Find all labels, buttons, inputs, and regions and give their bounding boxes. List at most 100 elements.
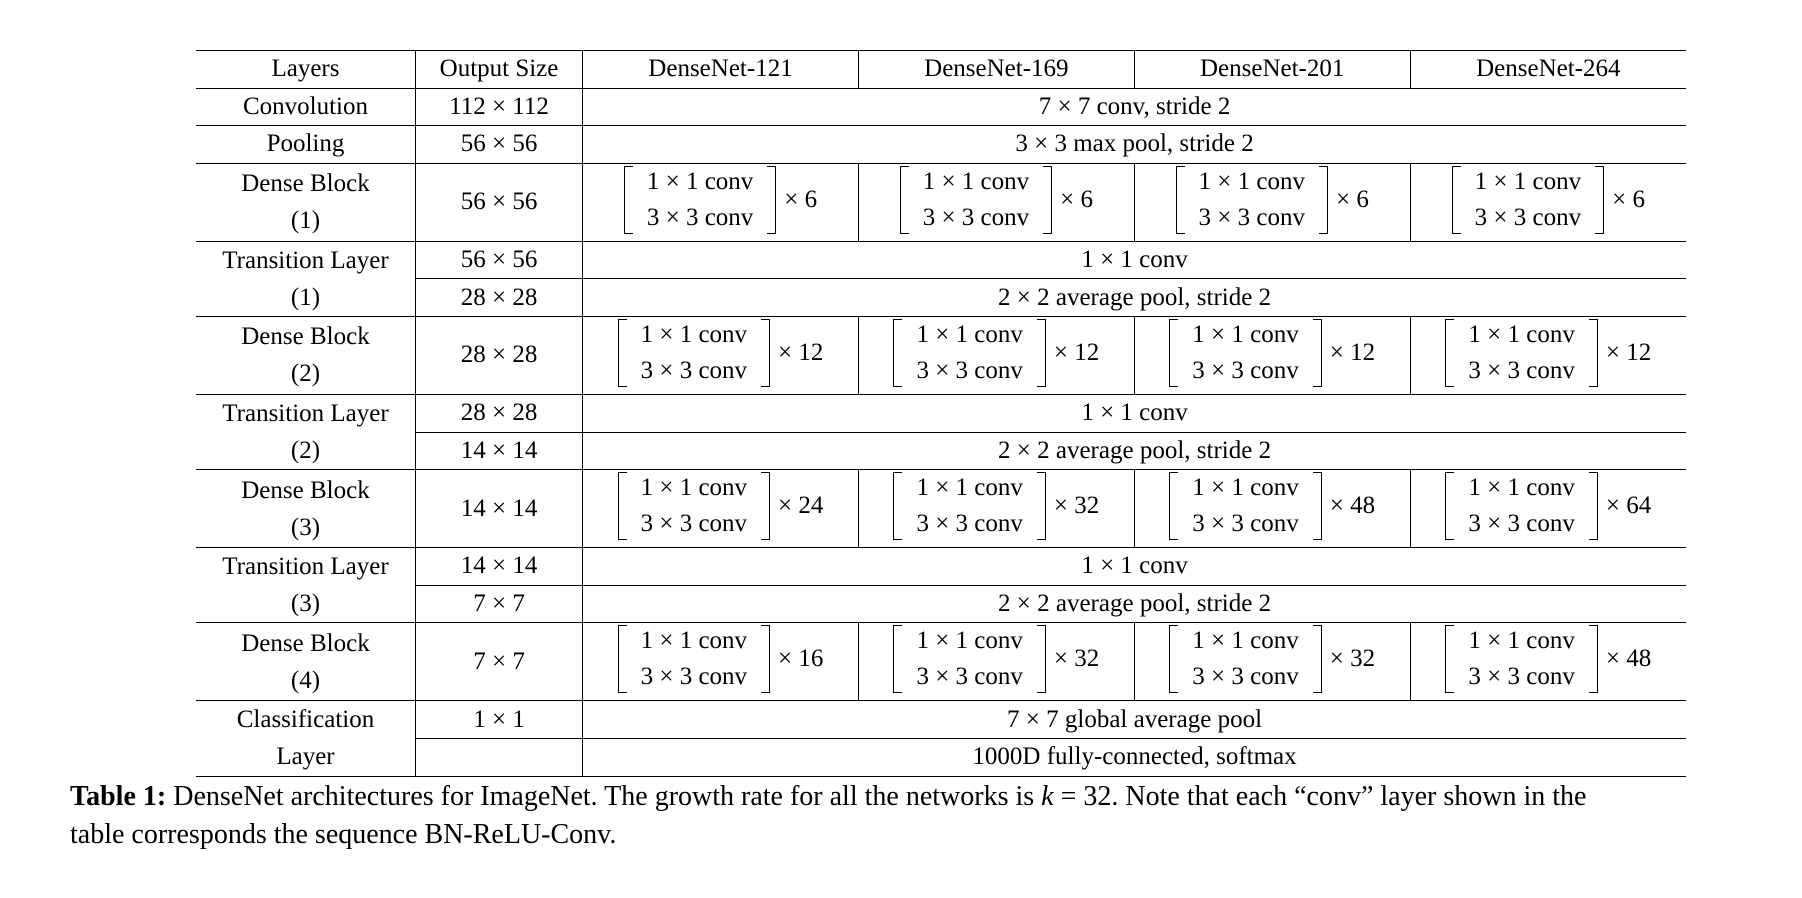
conv-sequence: 1 × 1 conv 3 × 3 conv: [902, 470, 1036, 542]
conv-sequence: 1 × 1 conv 3 × 3 conv: [909, 164, 1043, 236]
conv-3x3: 3 × 3 conv: [1468, 663, 1575, 691]
conv-1x1: 1 × 1 conv: [1198, 167, 1305, 195]
header-densenet-121: DenseNet-121: [582, 50, 859, 89]
dense-block-3-config-4: 1 × 1 conv 3 × 3 conv × 64: [1409, 469, 1686, 548]
pooling-row: Pooling 56 × 56 3 × 3 max pool, stride 2: [196, 125, 1686, 164]
right-bracket: [1036, 472, 1046, 541]
conv-1x1: 1 × 1 conv: [1192, 627, 1299, 655]
right-bracket: [1588, 318, 1598, 387]
dense-block-4-config-1: 1 × 1 conv 3 × 3 conv × 16: [582, 622, 859, 701]
left-bracket: [1451, 165, 1461, 234]
dense-block-1-row: Dense Block (1) 56 × 56 1 × 1 conv 3 × 3 con…: [196, 162, 1686, 242]
bracket-matrix: 1 × 1 conv 3 × 3 conv × 12: [617, 317, 824, 389]
bracket-matrix: 1 × 1 conv 3 × 3 conv × 12: [1445, 317, 1651, 389]
dense-block-1-label: Dense Block (1): [200, 165, 411, 239]
dense-block-4-label: Dense Block (4): [200, 625, 411, 699]
bracket-matrix: 1 × 1 conv 3 × 3 conv × 6: [1451, 164, 1645, 236]
pooling-output-size: 56 × 56: [414, 125, 584, 164]
conv-sequence: 1 × 1 conv 3 × 3 conv: [627, 470, 761, 542]
dense-block-3-output-size: 14 × 14: [414, 469, 584, 548]
conv-1x1: 1 × 1 conv: [1192, 474, 1299, 502]
repeat-count: × 12: [778, 338, 824, 366]
transition-layer-1-operation-b: 2 × 2 average pool, stride 2: [582, 278, 1686, 317]
dense-block-4-config-2: 1 × 1 conv 3 × 3 conv × 32: [857, 622, 1135, 701]
right-bracket: [1595, 165, 1605, 234]
convolution-output-size: 112 × 112: [414, 87, 584, 126]
header-densenet-264: DenseNet-264: [1409, 50, 1686, 89]
dense-block-1-label-line2: (1): [290, 207, 321, 235]
left-bracket: [1445, 318, 1455, 387]
dense-block-2-label-line2: (2): [290, 360, 321, 388]
classification-layer-row-b: 1000D fully-connected, softmax: [196, 737, 1686, 777]
bracket-matrix: 1 × 1 conv 3 × 3 conv × 6: [623, 164, 817, 236]
repeat-count: × 48: [1605, 645, 1652, 673]
dense-block-1-output-size: 56 × 56: [414, 162, 584, 242]
caption-label: Table 1:: [70, 781, 167, 812]
repeat-count: × 48: [1329, 492, 1376, 520]
dense-block-2-label: Dense Block (2): [200, 318, 411, 392]
dense-block-1-config-4: 1 × 1 conv 3 × 3 conv × 6: [1409, 162, 1686, 242]
header-densenet-201: DenseNet-201: [1133, 50, 1411, 89]
dense-block-4-output-size: 7 × 7: [414, 622, 584, 701]
conv-sequence: 1 × 1 conv 3 × 3 conv: [902, 623, 1036, 695]
table-caption: Table 1: DenseNet architectures for Imag…: [70, 778, 1802, 854]
transition-layer-1-label: Transition Layer (1): [200, 242, 411, 316]
dense-block-2-label-line1: Dense Block: [241, 323, 370, 351]
conv-3x3: 3 × 3 conv: [1192, 510, 1299, 538]
left-bracket: [893, 318, 903, 387]
conv-1x1: 1 × 1 conv: [1468, 627, 1575, 655]
conv-sequence: 1 × 1 conv 3 × 3 conv: [627, 623, 761, 695]
dense-block-3-label-line2: (3): [290, 513, 321, 541]
conv-sequence: 1 × 1 conv 3 × 3 conv: [1178, 470, 1312, 542]
bracket-matrix: 1 × 1 conv 3 × 3 conv × 24: [617, 470, 823, 542]
header-row: Layers Output Size DenseNet-121 DenseNet…: [196, 50, 1686, 89]
conv-sequence: 1 × 1 conv 3 × 3 conv: [1178, 623, 1312, 695]
caption-math-variable: k: [1041, 781, 1054, 812]
conv-3x3: 3 × 3 conv: [1192, 663, 1299, 691]
transition-layer-1-layer: Transition Layer (1): [196, 240, 416, 317]
dense-block-3-config-1: 1 × 1 conv 3 × 3 conv × 24: [582, 469, 859, 548]
bracket-matrix: 1 × 1 conv 3 × 3 conv × 6: [1175, 164, 1369, 236]
left-bracket: [893, 625, 903, 694]
conv-3x3: 3 × 3 conv: [1198, 203, 1305, 231]
left-bracket: [1169, 318, 1179, 387]
conv-1x1: 1 × 1 conv: [1468, 320, 1575, 348]
conv-1x1: 1 × 1 conv: [640, 320, 748, 348]
conv-sequence: 1 × 1 conv 3 × 3 conv: [1185, 164, 1319, 236]
caption-text-part1: DenseNet architectures for ImageNet. The…: [166, 781, 1042, 812]
repeat-count: × 32: [1329, 645, 1376, 673]
conv-1x1: 1 × 1 conv: [1468, 474, 1575, 502]
pooling-operation: 3 × 3 max pool, stride 2: [582, 125, 1686, 164]
dense-block-2-config-2: 1 × 1 conv 3 × 3 conv × 12: [857, 315, 1135, 395]
dense-block-4-row: Dense Block (4) 7 × 7 1 × 1 conv 3 × 3 conv ×…: [196, 622, 1686, 701]
bracket-matrix: 1 × 1 conv 3 × 3 conv × 32: [893, 470, 1099, 542]
convolution-layer: Convolution: [196, 87, 416, 126]
bracket-matrix: 1 × 1 conv 3 × 3 conv × 16: [617, 623, 823, 695]
conv-sequence: 1 × 1 conv 3 × 3 conv: [1454, 623, 1588, 695]
header-output-size: Output Size: [414, 50, 584, 89]
left-bracket: [893, 472, 903, 541]
bracket-matrix: 1 × 1 conv 3 × 3 conv × 32: [1169, 623, 1375, 695]
left-bracket: [1175, 165, 1185, 234]
transition-layer-1-label-line2: (1): [290, 283, 321, 311]
transition-layer-1-output-size-b: 28 × 28: [414, 278, 584, 317]
left-bracket: [1445, 472, 1455, 541]
transition-layer-1-label-line1: Transition Layer: [222, 246, 389, 274]
conv-3x3: 3 × 3 conv: [1474, 203, 1582, 231]
left-bracket: [1169, 625, 1179, 694]
conv-1x1: 1 × 1 conv: [1192, 320, 1299, 348]
caption-line-2: table corresponds the sequence BN-ReLU-C…: [70, 819, 617, 850]
left-bracket: [1445, 625, 1455, 694]
right-bracket: [761, 625, 771, 694]
transition-layer-1-row-b: 28 × 28 2 × 2 average pool, stride 2: [196, 278, 1686, 317]
transition-layer-1-output-size-a: 56 × 56: [414, 240, 584, 279]
repeat-count: × 12: [1329, 338, 1376, 366]
conv-3x3: 3 × 3 conv: [922, 203, 1030, 231]
transition-layer-3-row-a: Transition Layer (3) 14 × 14 1 × 1 conv: [196, 547, 1686, 623]
bracket-matrix: 1 × 1 conv 3 × 3 conv × 48: [1445, 623, 1651, 695]
dense-block-3-layer: Dense Block (3): [196, 469, 416, 548]
dense-block-4-label-line2: (4): [290, 666, 321, 694]
bracket-matrix: 1 × 1 conv 3 × 3 conv × 12: [1169, 317, 1375, 389]
